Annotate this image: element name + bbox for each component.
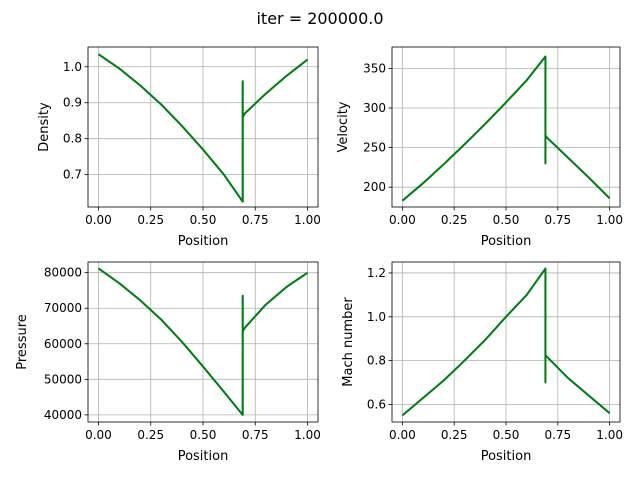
y-tick-label: 350	[363, 61, 386, 75]
x-tick-label: 1.00	[596, 428, 623, 442]
subplot-velocity: 0.00 0.25 0.50 0.75 1.00 200 250 300 350 Position…	[336, 46, 623, 249]
y-tick-label: 60000	[44, 337, 82, 351]
series-line	[97, 267, 309, 416]
x-tick-label: 0.50	[493, 428, 520, 442]
x-axis-label: Position	[178, 234, 229, 249]
subplot-grid: 0.00 0.25 0.50 0.75 1.00 0.7 0.8 0.9 1.0 Position…	[15, 46, 623, 464]
x-tick-label: 0.75	[242, 213, 269, 227]
y-tick-label: 1.2	[367, 266, 386, 280]
x-tick-label: 0.25	[137, 213, 164, 227]
x-tick-label: 0.50	[190, 428, 217, 442]
x-tick-label: 1.00	[596, 213, 623, 227]
x-tick-label: 1.00	[294, 428, 321, 442]
x-tick-label: 1.00	[294, 213, 321, 227]
y-axis-label: Pressure	[15, 314, 30, 370]
subplot-mach-number: 0.00 0.25 0.50 0.75 1.00 0.6 0.8 1.0 1.2 Position…	[341, 261, 623, 464]
y-axis-label: Velocity	[336, 101, 351, 152]
series-line	[401, 55, 611, 202]
x-tick-label: 0.75	[242, 428, 269, 442]
y-tick-label: 80000	[44, 266, 82, 280]
y-axis-label: Mach number	[341, 297, 356, 387]
x-tick-label: 0.25	[441, 428, 468, 442]
y-tick-label: 0.8	[367, 354, 386, 368]
x-tick-label: 0.25	[137, 428, 164, 442]
y-tick-label: 250	[363, 141, 386, 155]
figure-title: iter = 200000.0	[256, 9, 383, 28]
y-tick-label: 0.9	[63, 96, 82, 110]
y-tick-label: 0.7	[63, 168, 82, 182]
x-axis-label: Position	[178, 449, 229, 464]
subplot-density: 0.00 0.25 0.50 0.75 1.00 0.7 0.8 0.9 1.0 Position…	[37, 46, 321, 249]
x-axis-label: Position	[481, 449, 532, 464]
y-tick-label: 300	[363, 101, 386, 115]
x-tick-label: 0.50	[493, 213, 520, 227]
x-tick-label: 0.50	[190, 213, 217, 227]
x-axis-label: Position	[481, 234, 532, 249]
x-tick-label: 0.00	[389, 213, 416, 227]
series-line	[401, 267, 611, 417]
y-tick-label: 1.0	[63, 60, 82, 74]
x-tick-label: 0.00	[85, 213, 112, 227]
x-tick-label: 0.25	[441, 213, 468, 227]
y-tick-label: 200	[363, 180, 386, 194]
y-tick-label: 1.0	[367, 310, 386, 324]
x-tick-label: 0.75	[544, 428, 571, 442]
y-tick-label: 0.6	[367, 397, 386, 411]
y-tick-label: 0.8	[63, 132, 82, 146]
y-axis-label: Density	[37, 102, 52, 152]
x-tick-label: 0.75	[544, 213, 571, 227]
y-tick-label: 70000	[44, 301, 82, 315]
y-tick-label: 40000	[44, 408, 82, 422]
series-line	[97, 53, 309, 203]
y-tick-label: 50000	[44, 372, 82, 386]
x-tick-label: 0.00	[389, 428, 416, 442]
subplot-pressure: 0.00 0.25 0.50 0.75 1.00 40000 50000 60000 70000…	[15, 261, 321, 464]
x-tick-label: 0.00	[85, 428, 112, 442]
